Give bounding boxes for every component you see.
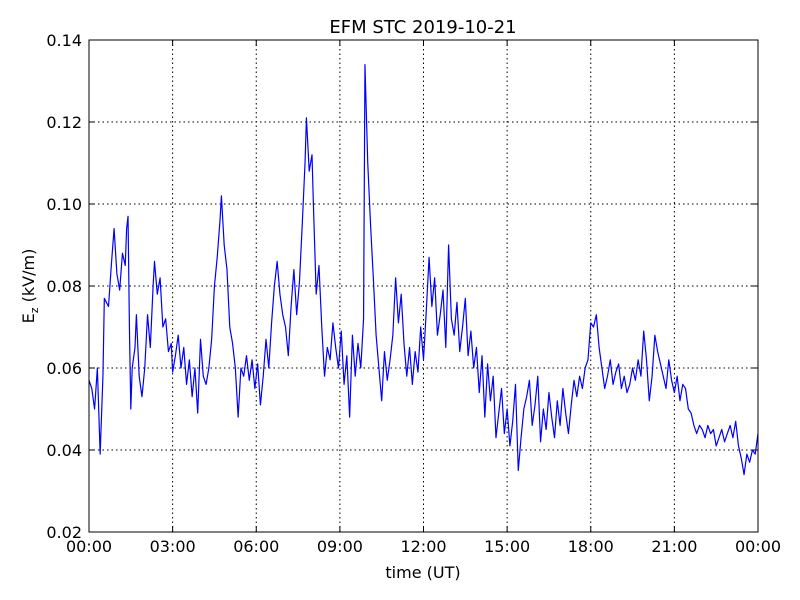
y-label-base: E [19,313,38,323]
x-tick-label: 06:00 [233,537,279,556]
y-label-subscript: z [28,307,41,313]
plot-frame [88,39,759,533]
x-tick-label: 18:00 [568,537,614,556]
y-tick-label: 0.04 [46,441,82,460]
y-axis-label: Ez (kV/m) [19,249,41,324]
x-tick-label: 00:00 [66,537,112,556]
y-tick-label: 0.08 [46,277,82,296]
y-tick-label: 0.14 [46,31,82,50]
x-tick-label: 12:00 [400,537,446,556]
x-axis-label: time (UT) [385,563,460,582]
chart-title: EFM STC 2019-10-21 [329,17,516,38]
data-line [88,63,759,476]
y-tick-label: 0.02 [46,523,82,542]
x-tick-label: 15:00 [484,537,530,556]
y-label-unit: (kV/m) [19,249,38,308]
x-tick-label: 00:00 [735,537,781,556]
x-tick-label: 21:00 [651,537,697,556]
x-tick-label: 03:00 [150,537,196,556]
y-tick-label: 0.12 [46,113,82,132]
y-tick-label: 0.06 [46,359,82,378]
x-tick-label: 09:00 [317,537,363,556]
y-tick-label: 0.10 [46,195,82,214]
